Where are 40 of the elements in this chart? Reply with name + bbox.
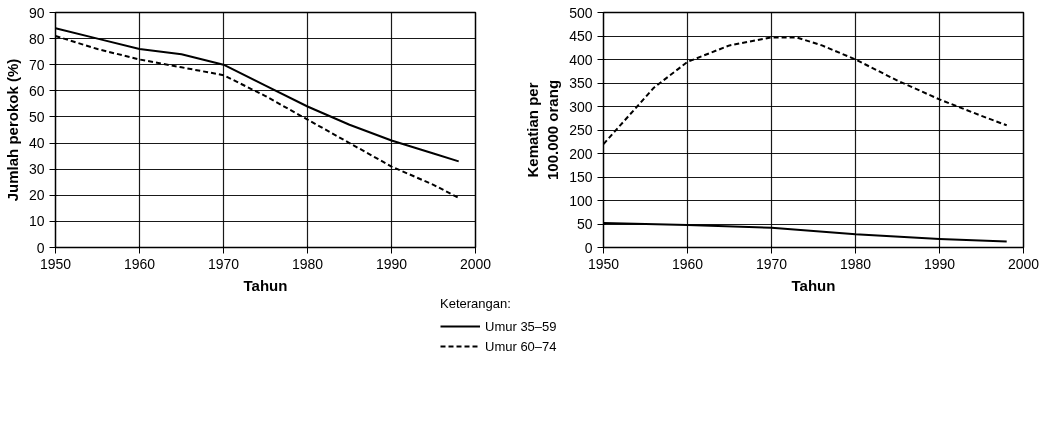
- y-tick-label: 150: [569, 169, 593, 185]
- x-tick-label: 1990: [923, 255, 956, 272]
- y-tick-label: 0: [36, 239, 45, 256]
- x-tick-label: 1980: [839, 255, 872, 272]
- y-tick-label: 400: [569, 51, 593, 68]
- y-axis-title: Kematian per 100.000 orang: [523, 79, 562, 181]
- y-tick-label: 300: [569, 98, 593, 115]
- y-tick-label: 20: [28, 187, 45, 204]
- x-tick-label: 1970: [755, 255, 788, 272]
- y-axis-title: Jumlah perokok (%): [3, 58, 21, 202]
- y-tick-label: 80: [28, 30, 45, 47]
- y-tick-label: 10: [28, 213, 45, 230]
- y-tick-label: 200: [569, 145, 593, 162]
- legend-title: Keterangan:: [440, 296, 512, 311]
- y-tick-label: 30: [28, 161, 45, 178]
- y-tick-label: 350: [569, 75, 593, 91]
- y-tick-label: 500: [569, 4, 593, 21]
- y-tick-label: 250: [569, 122, 593, 138]
- x-tick-label: 1980: [291, 255, 324, 272]
- y-tick-label: 0: [584, 239, 593, 256]
- y-tick-label: 70: [28, 56, 45, 73]
- y-tick-label: 100: [569, 192, 593, 209]
- x-tick-label: 2000: [1007, 255, 1040, 272]
- y-tick-label: 50: [576, 216, 593, 232]
- y-tick-label: 50: [28, 108, 45, 125]
- x-axis-title: Tahun: [243, 276, 288, 294]
- x-tick-label: 1990: [375, 255, 408, 272]
- legend-label: Umur 60–74: [485, 338, 557, 354]
- x-tick-label: 2000: [459, 255, 492, 272]
- x-tick-label: 1950: [39, 255, 72, 272]
- y-tick-label: 90: [28, 4, 45, 21]
- y-tick-label: 40: [28, 135, 45, 152]
- y-tick-label: 60: [28, 82, 45, 99]
- x-tick-label: 1970: [207, 255, 240, 272]
- legend-label: Umur 35–59: [485, 318, 557, 334]
- x-axis-title: Tahun: [791, 276, 836, 294]
- x-tick-label: 1960: [671, 255, 704, 272]
- x-tick-label: 1950: [587, 255, 620, 272]
- x-tick-label: 1960: [123, 255, 156, 272]
- y-tick-label: 450: [569, 28, 593, 44]
